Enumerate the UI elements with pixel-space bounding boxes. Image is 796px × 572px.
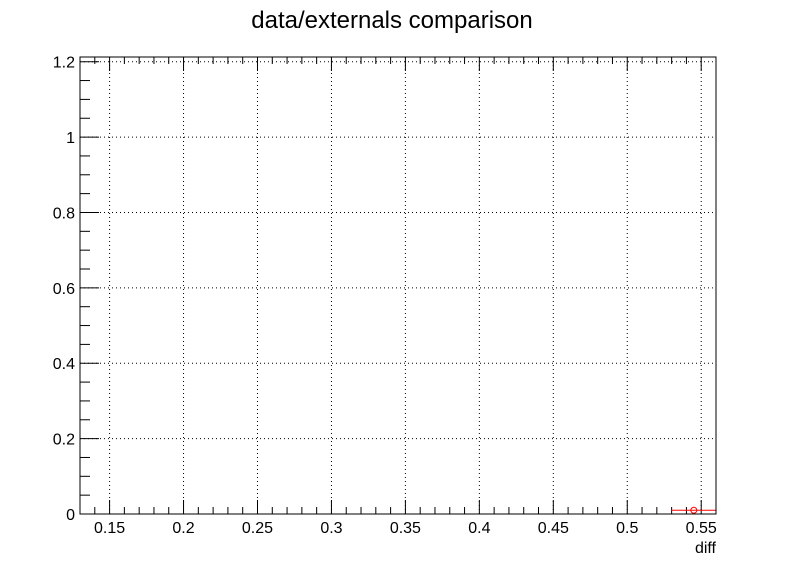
x-tick-label: 0.2 <box>172 520 194 537</box>
x-tick-label: 0.4 <box>468 520 490 537</box>
x-tick-label: 0.45 <box>538 520 569 537</box>
plot-frame <box>79 56 717 515</box>
chart-title: data/externals comparison <box>251 7 532 34</box>
x-tick-label: 0.25 <box>242 520 273 537</box>
y-tick-label: 0.6 <box>53 281 75 298</box>
y-tick-label: 1.2 <box>53 55 75 72</box>
x-axis-label: diff <box>695 540 717 557</box>
tick-labels: 0.15 0.2 0.25 0.3 0.35 0.4 0.45 0.5 0.55 0 0.2 0.4 0… <box>53 55 717 537</box>
y-tick-label: 0.8 <box>53 205 75 222</box>
x-tick-label: 0.55 <box>686 520 717 537</box>
y-tick-label: 1 <box>66 130 75 147</box>
x-tick-label: 0.3 <box>320 520 342 537</box>
x-tick-label: 0.15 <box>94 520 125 537</box>
data-points <box>671 506 716 514</box>
data-point <box>690 506 698 514</box>
y-tick-label: 0.2 <box>53 432 75 449</box>
x-tick-label: 0.5 <box>616 520 638 537</box>
axis-ticks <box>79 57 717 515</box>
x-tick-label: 0.35 <box>390 520 421 537</box>
y-tick-label: 0 <box>66 507 75 524</box>
y-tick-label: 0.4 <box>53 356 75 373</box>
grid <box>80 57 716 514</box>
